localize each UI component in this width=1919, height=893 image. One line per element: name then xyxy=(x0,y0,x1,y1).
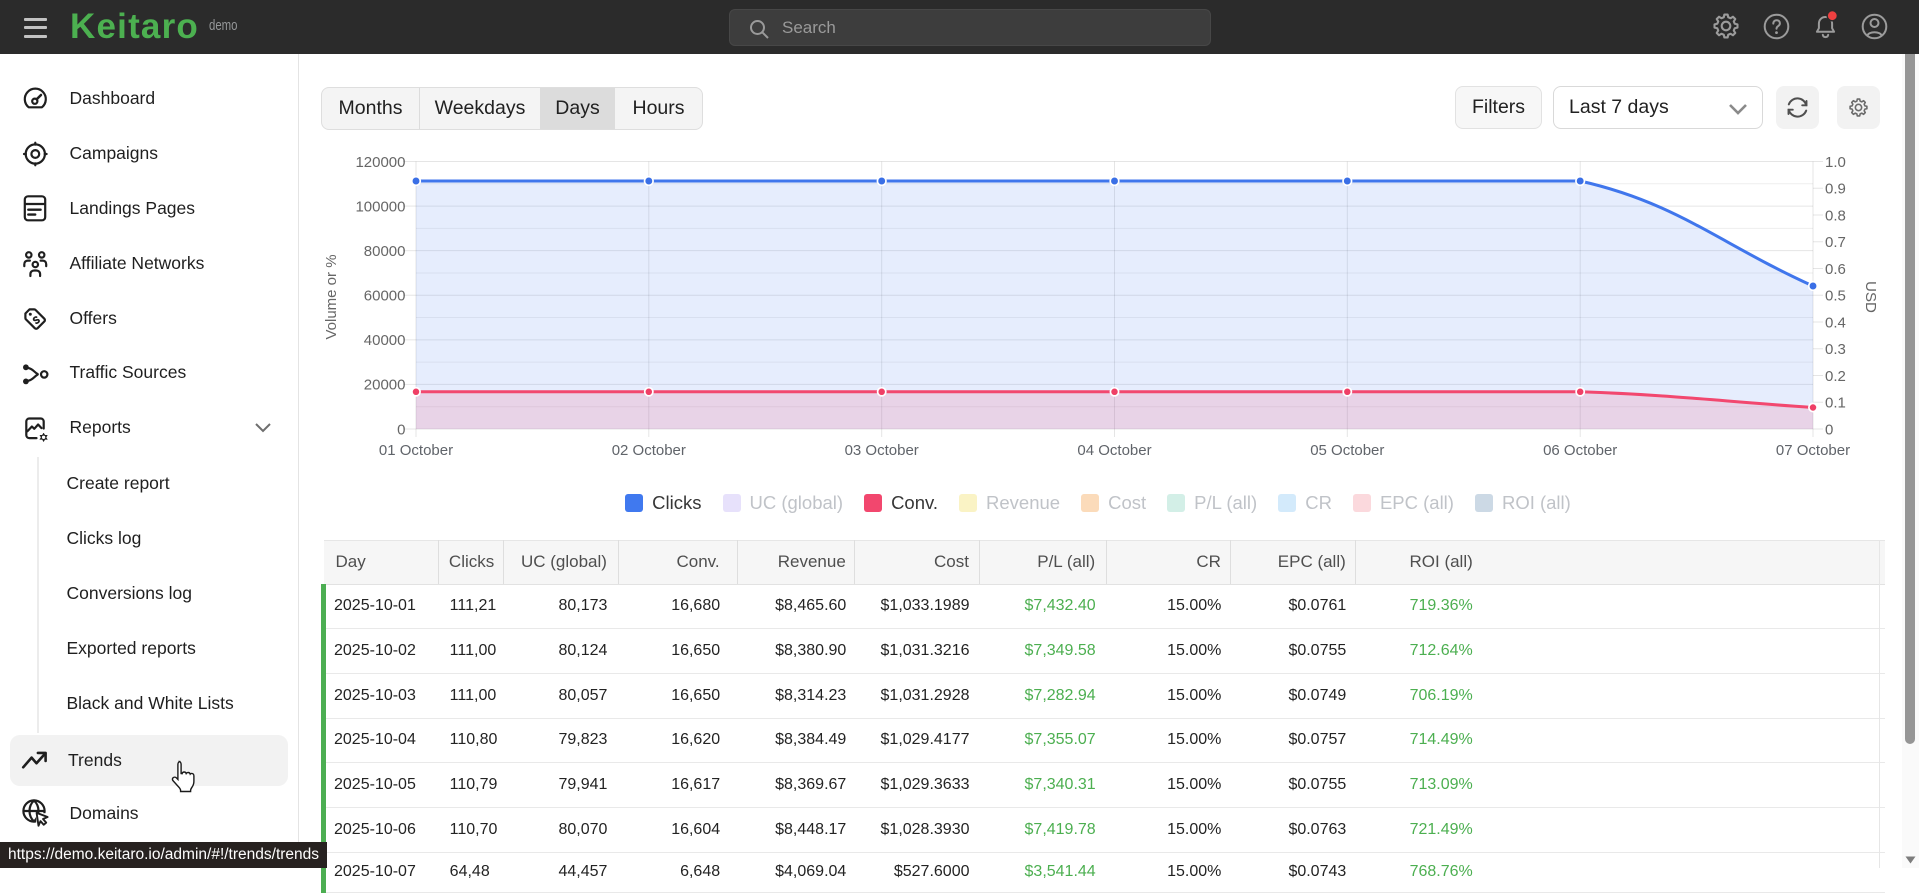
svg-text:80000: 80000 xyxy=(364,243,406,260)
svg-text:0.3: 0.3 xyxy=(1825,341,1846,358)
svg-text:01 October: 01 October xyxy=(379,442,453,459)
svg-text:0.7: 0.7 xyxy=(1825,234,1846,251)
svg-text:04 October: 04 October xyxy=(1077,442,1151,459)
svg-text:0.5: 0.5 xyxy=(1825,288,1846,305)
svg-text:60000: 60000 xyxy=(364,288,406,305)
svg-text:0.8: 0.8 xyxy=(1825,207,1846,224)
svg-text:02 October: 02 October xyxy=(612,442,686,459)
svg-text:0.1: 0.1 xyxy=(1825,395,1846,412)
svg-text:USD: USD xyxy=(1862,281,1879,313)
svg-text:0: 0 xyxy=(397,421,405,438)
svg-text:03 October: 03 October xyxy=(845,442,919,459)
svg-text:07 October: 07 October xyxy=(1776,442,1850,459)
svg-text:120000: 120000 xyxy=(355,154,405,171)
svg-text:20000: 20000 xyxy=(364,377,406,394)
svg-text:05 October: 05 October xyxy=(1310,442,1384,459)
svg-text:06 October: 06 October xyxy=(1543,442,1617,459)
svg-text:0.2: 0.2 xyxy=(1825,368,1846,385)
svg-text:0.9: 0.9 xyxy=(1825,181,1846,198)
svg-text:Volume or %: Volume or % xyxy=(323,254,340,339)
svg-text:100000: 100000 xyxy=(355,198,405,215)
svg-text:40000: 40000 xyxy=(364,332,406,349)
svg-text:0.4: 0.4 xyxy=(1825,314,1846,331)
svg-text:0.6: 0.6 xyxy=(1825,261,1846,278)
svg-text:1.0: 1.0 xyxy=(1825,154,1846,171)
svg-text:0: 0 xyxy=(1825,421,1833,438)
